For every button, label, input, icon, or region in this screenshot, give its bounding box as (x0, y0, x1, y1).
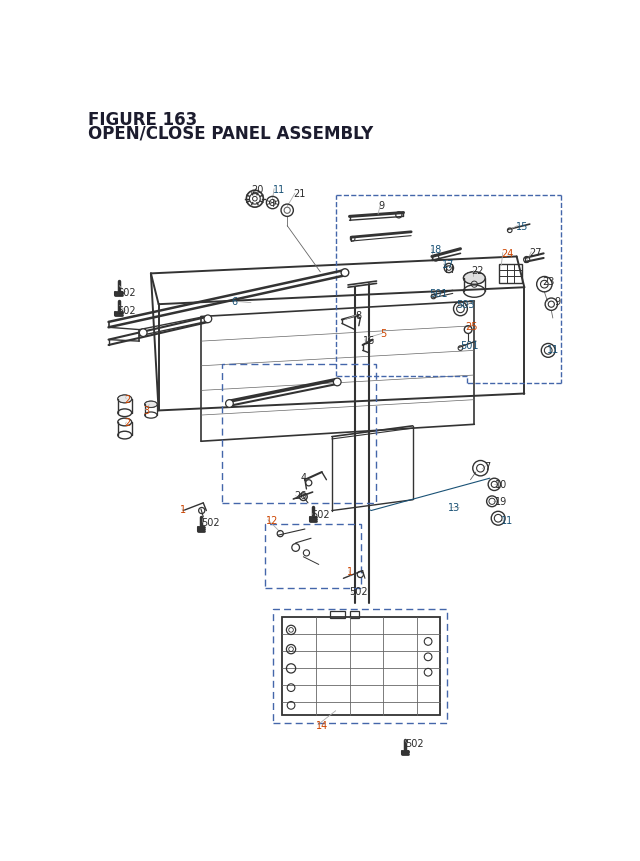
Bar (282, 617, 440, 715)
Text: 7: 7 (484, 461, 491, 471)
Circle shape (341, 269, 349, 277)
Text: 15: 15 (516, 221, 528, 232)
Text: 3: 3 (143, 406, 149, 416)
Text: 11: 11 (547, 344, 559, 355)
Text: 1: 1 (348, 566, 353, 576)
Text: 5: 5 (380, 329, 387, 339)
Text: 12: 12 (266, 515, 279, 525)
Text: 20: 20 (251, 184, 264, 195)
Bar (273, 610, 447, 723)
Text: 22: 22 (471, 266, 484, 276)
Bar (221, 365, 376, 504)
Text: 501: 501 (460, 341, 479, 350)
Text: 2: 2 (124, 394, 130, 405)
Bar (499, 265, 522, 284)
Text: 10: 10 (495, 479, 508, 489)
Text: 502: 502 (117, 306, 136, 316)
Text: 21: 21 (293, 189, 306, 199)
Text: 19: 19 (495, 497, 508, 507)
Text: 25: 25 (465, 321, 477, 331)
Text: 502: 502 (349, 586, 368, 597)
Text: 17: 17 (442, 260, 454, 269)
Text: 503: 503 (456, 300, 475, 310)
Text: 502: 502 (201, 517, 220, 528)
Text: 26: 26 (294, 491, 307, 500)
Ellipse shape (463, 273, 485, 285)
Text: 8: 8 (355, 311, 361, 320)
Text: 14: 14 (316, 720, 329, 730)
Circle shape (225, 400, 234, 408)
Text: 16: 16 (364, 335, 376, 345)
Circle shape (204, 316, 212, 323)
Text: 6: 6 (232, 297, 238, 307)
Bar (349, 611, 359, 618)
Bar (330, 611, 345, 618)
Bar (265, 525, 361, 588)
Circle shape (140, 330, 147, 338)
Text: 502: 502 (311, 510, 330, 520)
Text: 1: 1 (180, 505, 186, 514)
Text: 11: 11 (273, 184, 285, 195)
Text: 23: 23 (542, 276, 554, 287)
Text: 18: 18 (431, 245, 443, 255)
Text: 2: 2 (124, 418, 130, 428)
Ellipse shape (145, 402, 157, 408)
Text: 13: 13 (448, 502, 460, 512)
Text: 11: 11 (501, 515, 513, 525)
Text: 9: 9 (378, 201, 384, 211)
Text: 9: 9 (554, 297, 561, 307)
Text: 501: 501 (429, 289, 448, 299)
Ellipse shape (118, 395, 132, 403)
Text: 502: 502 (405, 738, 424, 748)
Circle shape (333, 379, 341, 387)
Text: OPEN/CLOSE PANEL ASSEMBLY: OPEN/CLOSE PANEL ASSEMBLY (88, 125, 373, 143)
Text: 24: 24 (501, 248, 514, 258)
Text: 4: 4 (301, 472, 307, 482)
Text: 502: 502 (117, 288, 136, 298)
Text: 27: 27 (530, 247, 542, 257)
Text: FIGURE 163: FIGURE 163 (88, 111, 197, 129)
